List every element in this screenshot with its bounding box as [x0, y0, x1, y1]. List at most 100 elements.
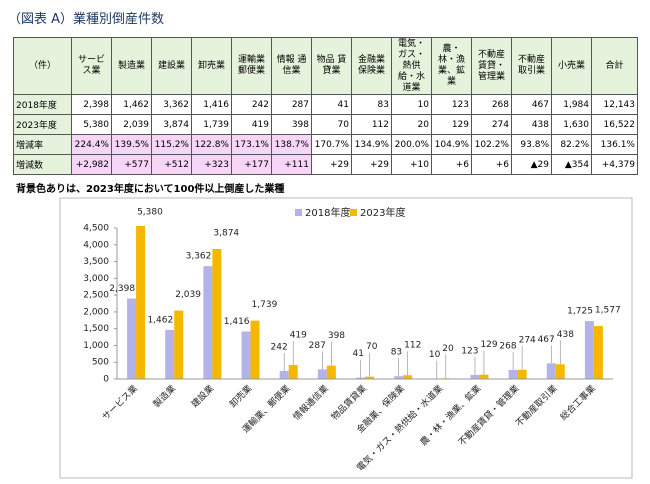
bar: [203, 266, 213, 379]
y-tick-label: 2,000: [83, 307, 109, 317]
data-label: 1,725: [567, 307, 593, 317]
page-title: （図表 A）業種別倒産件数: [8, 12, 165, 27]
data-label: 123: [461, 346, 478, 356]
bar: [517, 369, 527, 379]
bar: [212, 249, 222, 379]
x-tick-label: 建設業: [189, 382, 217, 410]
data-label: 20: [442, 344, 454, 354]
x-tick-label: 卸売業: [227, 382, 255, 410]
table-cell: +6: [431, 154, 472, 175]
table-cell: 122.8%: [191, 134, 232, 155]
data-table: （件） サービス業 製造業 建設業 卸売業 運輸業 郵便業 情報 通信業 物品 賃貸業 金融業 …: [13, 37, 638, 175]
bar: [365, 376, 374, 379]
header-row: （件） サービス業 製造業 建設業 卸売業 運輸業 郵便業 情報 通信業 物品 賃貸業 金融業 …: [13, 37, 638, 95]
bar: [555, 364, 565, 379]
data-label: 129: [480, 340, 497, 350]
data-label: 1,462: [147, 315, 173, 325]
data-label: 1,739: [252, 300, 278, 310]
table-cell: +4,379: [591, 154, 638, 175]
table-row: 2023年度 5,380 2,039 3,874 1,739 419 398 70 112 20 1…: [13, 114, 638, 135]
data-label: 2,398: [109, 284, 135, 294]
table-cell: 増減率: [13, 134, 72, 155]
table-cell: 合計: [591, 37, 638, 95]
y-tick-label: 3,000: [83, 274, 109, 284]
data-label: 112: [404, 341, 421, 351]
bar: [288, 364, 298, 379]
y-tick-label: 4,000: [83, 240, 109, 250]
table-row: 2018年度 2,398 1,462 3,362 1,416 242 287 41 83 10 12…: [13, 94, 638, 115]
y-tick-label: 1,000: [83, 341, 109, 351]
x-tick-label: 製造業: [151, 382, 179, 410]
y-tick-label: 1,500: [83, 324, 109, 334]
data-label: 41: [353, 349, 364, 359]
table-cell: ▲354: [551, 154, 592, 175]
chart-frame: [59, 197, 633, 479]
data-label: 419: [290, 330, 307, 340]
data-label: 438: [557, 330, 574, 340]
data-label: 467: [538, 335, 555, 345]
table-cell: 農・林・漁業、鉱業: [431, 37, 472, 95]
table-cell: 138.7%: [271, 134, 312, 155]
x-tick-label: 情報通信業: [290, 382, 330, 422]
data-label: 2,039: [175, 290, 201, 300]
table-cell: +323: [191, 154, 232, 175]
table-row: 増減数 +2,982 +577 +512 +323 +177 +111 +29 +29 +10 +6…: [13, 154, 638, 175]
table-cell: +512: [151, 154, 192, 175]
data-label: 1,416: [224, 317, 250, 327]
bar: [136, 226, 146, 379]
x-tick-label: サービス業: [100, 382, 140, 422]
data-label: 398: [328, 331, 345, 341]
bar: [174, 310, 184, 379]
table-cell: +2,982: [71, 154, 112, 175]
data-label: 268: [499, 342, 516, 352]
data-label: 70: [366, 342, 378, 352]
legend-label: 2018年度: [305, 206, 350, 219]
bar: [127, 298, 137, 379]
bar: [479, 374, 489, 379]
data-label: 5,380: [137, 208, 163, 218]
bar: [593, 326, 603, 379]
x-tick-label: 物品賃貸業: [329, 382, 369, 422]
legend-swatch: [350, 209, 357, 216]
bar: [394, 376, 404, 379]
table-cell: サービス業: [71, 37, 112, 95]
table-cell: 情報 通信業: [271, 37, 312, 95]
table-cell: 製造業: [111, 37, 152, 95]
data-label: 10: [429, 350, 441, 360]
legend-label: 2023年度: [360, 206, 405, 219]
table-cell: +10: [391, 154, 432, 175]
table-cell: 不動産賃貸・管理業: [471, 37, 512, 95]
data-label: 3,362: [186, 252, 212, 262]
bars: [127, 226, 603, 379]
table-cell: 139.5%: [111, 134, 152, 155]
data-label: 83: [391, 348, 402, 358]
bar: [546, 363, 556, 379]
bar: [584, 321, 594, 379]
y-tick-label: 500: [92, 358, 109, 368]
data-label: 3,874: [213, 229, 239, 239]
y-tick-label: 2,500: [83, 291, 109, 301]
bar: [241, 331, 251, 379]
table-cell: 小売業: [551, 37, 592, 95]
bar: [356, 377, 365, 379]
data-label: 274: [519, 335, 536, 345]
table-cell: 電気・ガス・熱供給・水道業: [391, 37, 432, 95]
x-tick-label: 総合工事業: [557, 382, 597, 422]
bar: [317, 369, 327, 379]
data-label: 242: [271, 342, 288, 352]
x-tick-label: 不動産賃貸・管理業: [456, 382, 522, 448]
table-cell: 運輸業 郵便業: [231, 37, 272, 95]
y-tick-label: 0: [103, 375, 109, 385]
bar: [470, 374, 480, 379]
bar: [508, 370, 518, 379]
table-cell: 不動産取引業: [511, 37, 552, 95]
table-cell: 173.1%: [231, 134, 272, 155]
bar: [403, 375, 413, 379]
table-cell: 卸売業: [191, 37, 232, 95]
y-tick-label: 4,500: [83, 224, 109, 234]
y-tick-label: 3,500: [83, 257, 109, 267]
data-label: 1,577: [595, 306, 621, 316]
data-label: 287: [309, 341, 326, 351]
bar: [250, 320, 260, 379]
